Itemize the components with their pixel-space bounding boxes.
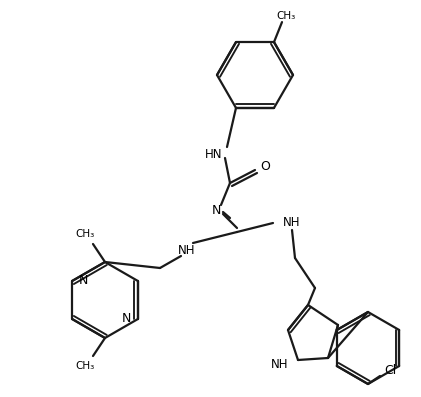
Text: N: N	[79, 274, 88, 287]
Text: N: N	[122, 312, 131, 326]
Text: O: O	[260, 160, 270, 173]
Text: HN: HN	[205, 148, 222, 162]
Text: NH: NH	[283, 216, 301, 229]
Text: NH: NH	[178, 245, 196, 258]
Text: N: N	[211, 204, 221, 216]
Text: CH₃: CH₃	[75, 229, 95, 239]
Text: NH: NH	[271, 358, 288, 372]
Text: CH₃: CH₃	[276, 11, 296, 21]
Text: Cl: Cl	[384, 364, 396, 376]
Text: CH₃: CH₃	[75, 361, 95, 371]
